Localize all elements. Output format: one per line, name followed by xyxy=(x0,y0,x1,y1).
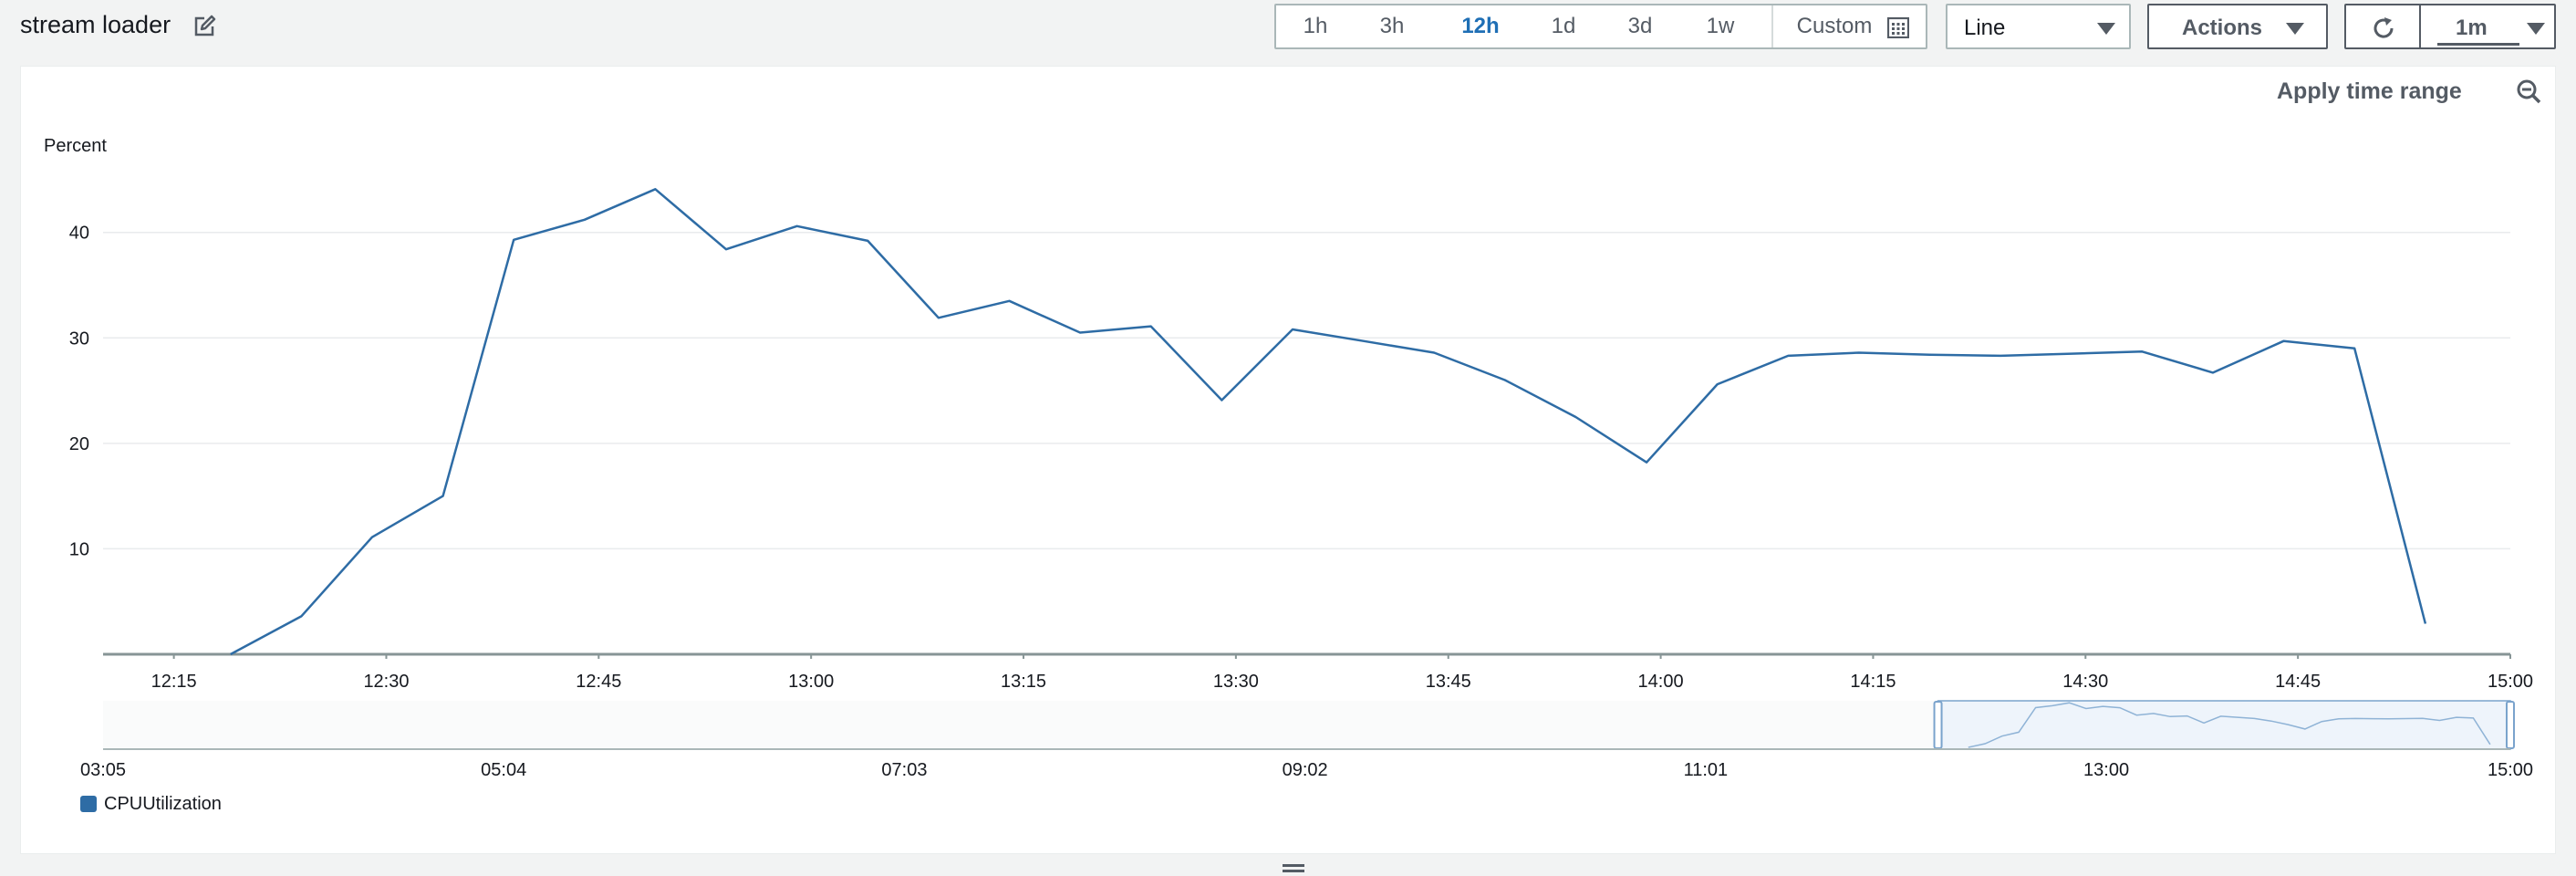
navigator-handle-right[interactable] xyxy=(2506,701,2515,749)
widget-title: stream loader xyxy=(20,11,171,38)
x-tick-label: 13:00 xyxy=(788,672,834,692)
dashboard-toolbar: stream loader 1h 3h 12h 1d 3d 1w Custom … xyxy=(0,0,2576,58)
refresh-interval-select[interactable]: 1m xyxy=(2419,4,2556,49)
chart-type-value: Line xyxy=(1964,16,2006,40)
range-button-1h[interactable]: 1h xyxy=(1303,14,1328,38)
actions-button[interactable]: Actions xyxy=(2147,4,2328,49)
y-axis-label: Percent xyxy=(44,136,107,156)
edit-icon[interactable] xyxy=(192,15,216,38)
navigator-tick-label: 09:02 xyxy=(1283,760,1328,780)
x-tick-label: 13:30 xyxy=(1213,672,1259,692)
navigator-tick-label: 05:04 xyxy=(481,760,526,780)
navigator-tick-label: 13:00 xyxy=(2083,760,2129,780)
navigator-tick-label: 03:05 xyxy=(80,760,126,780)
x-tick-label: 12:45 xyxy=(576,672,621,692)
zoom-out-icon[interactable] xyxy=(2516,78,2541,104)
x-tick-label: 12:15 xyxy=(151,672,197,692)
legend-swatch xyxy=(80,796,97,812)
resize-handle-icon[interactable] xyxy=(1283,861,1304,876)
navigator-tick-label: 07:03 xyxy=(881,760,927,780)
range-button-3h[interactable]: 3h xyxy=(1379,14,1405,38)
interval-underline xyxy=(2437,43,2519,46)
range-button-1d[interactable]: 1d xyxy=(1551,14,1576,38)
range-button-12h[interactable]: 12h xyxy=(1461,14,1500,38)
refresh-icon xyxy=(2373,17,2394,38)
chart-type-select[interactable]: Line xyxy=(1946,4,2131,49)
x-tick-label: 14:45 xyxy=(2275,672,2321,692)
y-tick-label: 20 xyxy=(69,434,89,454)
actions-label: Actions xyxy=(2182,16,2263,40)
x-tick-label: 14:00 xyxy=(1638,672,1684,692)
x-tick-label: 13:15 xyxy=(1001,672,1046,692)
time-range-selector: 1h 3h 12h 1d 3d 1w Custom xyxy=(1274,4,1927,49)
x-tick-label: 12:30 xyxy=(363,672,409,692)
y-tick-label: 10 xyxy=(69,539,89,559)
caret-down-icon xyxy=(2286,23,2304,35)
x-tick-label: 14:30 xyxy=(2062,672,2108,692)
y-tick-label: 40 xyxy=(69,224,89,244)
x-tick-label: 13:45 xyxy=(1426,672,1471,692)
range-divider xyxy=(1771,5,1773,47)
range-button-3d[interactable]: 3d xyxy=(1627,14,1653,38)
legend-label[interactable]: CPUUtilization xyxy=(104,794,222,814)
calendar-icon[interactable] xyxy=(1887,16,1909,38)
range-button-1w[interactable]: 1w xyxy=(1706,14,1735,38)
navigator-tick-label: 11:01 xyxy=(1684,760,1729,780)
x-tick-label: 15:00 xyxy=(2488,672,2533,692)
caret-down-icon xyxy=(2527,23,2545,35)
apply-time-range-link[interactable]: Apply time range xyxy=(2277,78,2462,104)
caret-down-icon xyxy=(2097,23,2115,35)
cpu-utilization-line xyxy=(230,188,2427,656)
refresh-interval-value: 1m xyxy=(2456,16,2488,40)
range-button-custom[interactable]: Custom xyxy=(1796,14,1873,38)
navigator-series-line xyxy=(1968,702,2491,748)
navigator-tick-label: 15:00 xyxy=(2488,760,2533,780)
x-tick-label: 14:15 xyxy=(1850,672,1896,692)
navigator-handle-left[interactable] xyxy=(1933,701,1943,749)
y-tick-label: 30 xyxy=(69,328,89,349)
